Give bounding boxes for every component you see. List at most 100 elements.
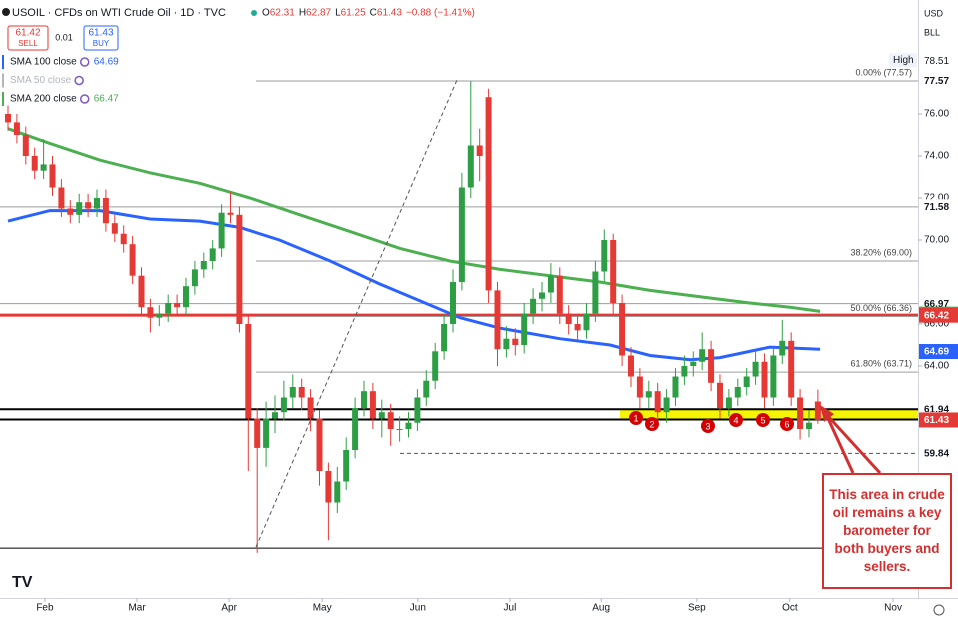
- high-tag: 78.51: [924, 56, 949, 67]
- candle-body: [592, 271, 599, 314]
- sell-button[interactable]: [7, 25, 49, 51]
- x-tick-label: Apr: [221, 603, 237, 614]
- high-tag-label: High: [893, 55, 914, 66]
- candle-body: [538, 292, 545, 299]
- candle-body: [610, 240, 617, 304]
- candle-body: [22, 135, 29, 157]
- legend-icon: [79, 57, 90, 67]
- candle-body: [797, 397, 804, 429]
- x-tick-label: Feb: [36, 603, 54, 614]
- candle-body: [770, 355, 777, 398]
- candle-body: [547, 275, 554, 293]
- marker-label: 5: [760, 415, 765, 425]
- candle-body: [512, 338, 519, 345]
- quote-item: H: [299, 8, 306, 19]
- candle-body: [227, 212, 234, 215]
- legend-value: 64.69: [94, 57, 119, 68]
- settings-icon[interactable]: [933, 604, 945, 616]
- legend-value: 66.47: [94, 94, 119, 105]
- price-tag: 66.42: [924, 310, 949, 321]
- candle-body: [120, 233, 127, 245]
- candle-body: [378, 412, 385, 419]
- candle-body: [316, 418, 323, 471]
- y-tick-label: 72.00: [924, 193, 949, 204]
- candle-body: [245, 323, 252, 419]
- candle-body: [369, 391, 376, 419]
- legend-name: SMA 50 close: [10, 75, 72, 86]
- marker-label: 4: [733, 415, 738, 425]
- candle-body: [752, 361, 759, 377]
- candle-body: [111, 223, 118, 234]
- candle-body: [521, 313, 528, 345]
- candle-body: [716, 382, 723, 408]
- candle-body: [165, 303, 172, 314]
- marker-label: 3: [705, 421, 710, 431]
- symbol[interactable]: USOIL · CFDs on WTI Crude Oil · 1D · TVC: [12, 7, 226, 19]
- candle-body: [85, 202, 92, 209]
- mode[interactable]: BLL: [924, 27, 940, 37]
- spread: 0.01: [55, 32, 73, 42]
- candle-body: [708, 349, 715, 383]
- candle-body: [254, 418, 261, 448]
- candle-body: [467, 145, 474, 188]
- marker: [629, 411, 643, 425]
- marker-label: 1: [633, 413, 638, 423]
- candle-body: [761, 361, 768, 398]
- candle-body: [334, 481, 341, 503]
- candle-body: [58, 187, 65, 209]
- currency[interactable]: USD: [924, 8, 944, 18]
- marker-label: 6: [784, 419, 789, 429]
- sma-line: [7, 127, 821, 313]
- candle-body: [307, 397, 314, 419]
- legend: SMA 100 close 64.69 SMA 50 close SMA 200 cl…: [2, 55, 119, 106]
- legend-swatch: [2, 55, 4, 69]
- candle-body: [681, 365, 688, 377]
- candle-body: [476, 145, 483, 157]
- quote-item: 62.31: [270, 8, 295, 19]
- quote-item: O: [262, 8, 270, 19]
- legend-swatch: [2, 92, 4, 106]
- quote-item: C: [370, 8, 377, 19]
- candle-body: [49, 164, 56, 188]
- candle-body: [619, 303, 626, 356]
- candle-body: [663, 397, 670, 413]
- candle-body: [458, 187, 465, 283]
- fib-label: 50.00% (66.36): [850, 303, 912, 313]
- x-tick-label: May: [313, 603, 332, 614]
- candle-body: [325, 470, 332, 503]
- price-tag-bg: [919, 412, 958, 428]
- candle-body: [788, 340, 795, 398]
- high-tag-bg: [889, 53, 917, 68]
- candle-body: [236, 214, 243, 324]
- quote-item: 61.25: [341, 8, 366, 19]
- candle-body: [396, 428, 403, 430]
- candle-body: [352, 407, 359, 450]
- symbol-icon: [2, 8, 10, 16]
- candle-body: [360, 391, 367, 408]
- quote-item: 61.43: [377, 8, 402, 19]
- x-tick-label: Sep: [688, 603, 706, 614]
- legend-name: SMA 100 close: [10, 57, 77, 68]
- candle-body: [5, 114, 12, 123]
- candle-body: [183, 286, 190, 308]
- buy-button[interactable]: [83, 25, 119, 51]
- candle-body: [654, 391, 661, 413]
- arrow: [824, 412, 882, 475]
- sell-label: SELL: [18, 39, 38, 48]
- candle-body: [271, 412, 278, 419]
- fib-label: 61.80% (63.71): [850, 358, 912, 368]
- candle-body: [672, 376, 679, 398]
- marker: [701, 419, 715, 433]
- price-tag: 66.97: [924, 299, 949, 310]
- candle-body: [601, 240, 608, 272]
- x-tick-label: Jun: [410, 603, 426, 614]
- legend-swatch: [2, 73, 4, 88]
- candle-body: [405, 422, 412, 429]
- price-tag-bg: [919, 344, 958, 360]
- time-axis: [0, 599, 958, 623]
- candle-body: [387, 412, 394, 429]
- candle-body: [138, 275, 145, 308]
- candle-body: [485, 97, 492, 291]
